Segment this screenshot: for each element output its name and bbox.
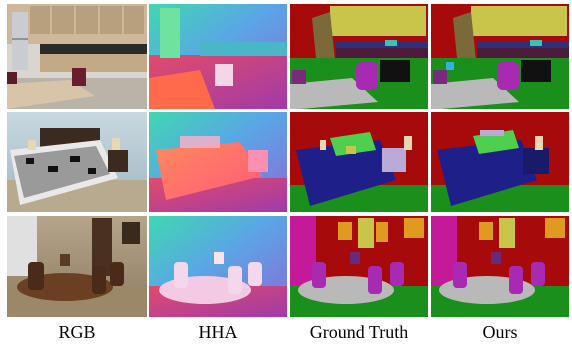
gt-dining-image [290, 216, 428, 317]
ours-dining-image [431, 216, 569, 317]
grid-separators [7, 4, 569, 317]
ours-bedroom-image [431, 112, 569, 212]
rgb-bedroom-image [7, 112, 147, 212]
hha-bedroom-image [149, 112, 287, 212]
column-label-ground-truth: Ground Truth [309, 322, 409, 342]
column-label-rgb: RGB [58, 322, 96, 342]
column-label-ours: Ours [482, 322, 518, 342]
hha-dining-image [149, 216, 287, 317]
rgb-dining-image [7, 216, 147, 317]
hha-kitchen-image [149, 4, 287, 109]
ours-kitchen-image [431, 4, 569, 109]
column-label-hha: HHA [198, 322, 238, 342]
rgb-kitchen-image [7, 4, 147, 109]
gt-kitchen-image [290, 4, 428, 109]
gt-bedroom-image [290, 112, 428, 212]
